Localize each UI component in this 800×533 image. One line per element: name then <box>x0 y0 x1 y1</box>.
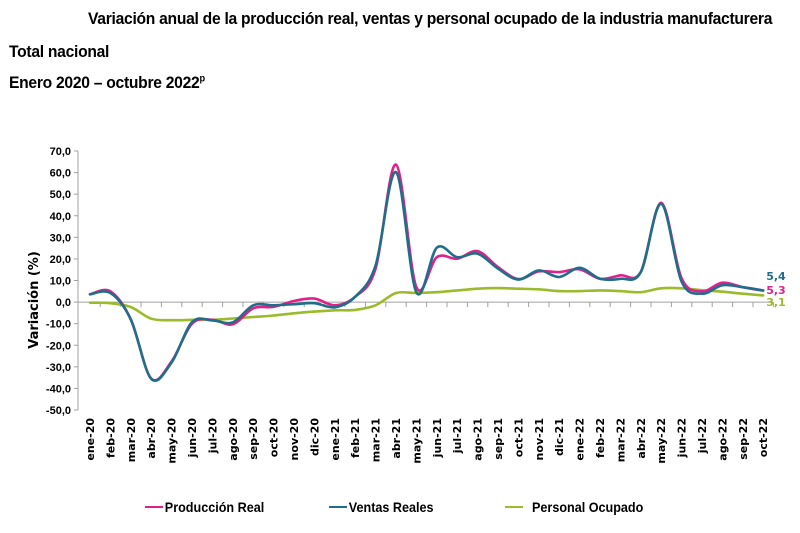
x-tick-label: may-20 <box>166 418 179 464</box>
y-tick-label: 70,0 <box>50 146 71 158</box>
y-tick-label: 30,0 <box>50 232 71 244</box>
x-tick-label: sep-21 <box>492 418 505 460</box>
y-axis-title: Variación (%) <box>27 251 42 349</box>
legend-item-produccion-real: Producción Real <box>145 499 264 515</box>
x-tick-label: may-22 <box>655 418 668 464</box>
series-lines <box>88 163 765 382</box>
x-tick-label: jun-22 <box>676 418 689 458</box>
x-tick-label: ene-22 <box>574 418 587 461</box>
x-tick-label: mar-22 <box>614 418 627 462</box>
end-value-label: 5,3 <box>766 284 786 297</box>
chart-title: Variación anual de la producción real, v… <box>88 9 773 28</box>
series-line-ventas-reales <box>88 170 765 382</box>
x-tick-label: mar-21 <box>370 418 383 462</box>
x-tick-label: ago-20 <box>227 418 240 461</box>
x-tick-label: oct-20 <box>268 418 281 458</box>
legend: Producción Real Ventas Reales Personal O… <box>0 499 800 521</box>
legend-label: Ventas Reales <box>348 499 434 515</box>
x-tick-label: jun-21 <box>431 418 444 458</box>
y-axis: 70,0 60,0 50,0 40,0 30,0 20,0 10,0 0,0 -10,0 -20,… <box>46 146 79 417</box>
y-tick-label: -50,0 <box>46 405 71 417</box>
y-tick-label: 20,0 <box>50 254 71 266</box>
y-tick-label: -40,0 <box>46 383 71 395</box>
legend-label: Personal Ocupado <box>532 499 644 515</box>
legend-item-personal-ocupado: Personal Ocupado <box>505 499 643 515</box>
x-tick-label: jul-21 <box>451 418 464 454</box>
x-tick-label: oct-22 <box>757 418 770 457</box>
x-tick-label: ago-21 <box>472 418 485 461</box>
period-text: Enero 2020 – octubre 2022 <box>9 73 200 92</box>
x-tick-label: nov-21 <box>533 418 546 460</box>
y-tick-label: -20,0 <box>46 340 71 352</box>
x-tick-label: abr-21 <box>390 418 403 459</box>
x-tick-label: oct-21 <box>512 418 525 457</box>
y-tick-label: -30,0 <box>46 362 71 374</box>
x-tick-label: ago-22 <box>716 418 729 461</box>
x-tick-label: feb-22 <box>594 418 607 458</box>
end-value-label: 3,1 <box>766 296 786 309</box>
y-tick-label: 40,0 <box>50 211 71 223</box>
y-tick-label: 60,0 <box>50 168 71 180</box>
preliminary-marker: p <box>199 73 205 85</box>
chart-subtitle-period: Enero 2020 – octubre 2022p <box>9 73 205 93</box>
x-tick-label: abr-22 <box>635 418 648 459</box>
legend-swatch-produccion-real <box>145 506 163 508</box>
legend-label: Producción Real <box>164 499 265 515</box>
x-tick-label: sep-20 <box>247 418 260 460</box>
x-axis: ene-20 feb-20 mar-20 abr-20 may-20 jun-20 jul-… <box>78 301 774 464</box>
x-tick-label: ene-21 <box>329 418 342 461</box>
x-tick-label: jul-22 <box>696 418 709 454</box>
x-tick-label: mar-20 <box>125 418 138 463</box>
x-tick-label: jun-20 <box>186 418 199 459</box>
y-tick-label: 0,0 <box>56 297 71 309</box>
legend-item-ventas-reales: Ventas Reales <box>329 499 434 515</box>
x-tick-label: feb-21 <box>349 418 362 458</box>
x-tick-label: abr-20 <box>145 418 158 459</box>
x-tick-label: ene-20 <box>84 418 97 461</box>
end-labels: 5,45,33,1 <box>766 270 786 309</box>
y-tick-label: 10,0 <box>50 276 71 288</box>
x-tick-label: jul-20 <box>206 418 219 455</box>
x-tick-label: dic-21 <box>553 418 566 456</box>
legend-swatch-ventas-reales <box>329 506 347 508</box>
end-value-label: 5,4 <box>766 270 786 283</box>
x-tick-label: feb-20 <box>104 418 117 458</box>
x-tick-label: dic-20 <box>308 418 321 456</box>
x-tick-label: nov-20 <box>288 418 301 461</box>
x-tick-label: may-21 <box>410 418 423 464</box>
y-tick-label: -10,0 <box>46 319 71 331</box>
x-tick-label: sep-22 <box>737 418 750 460</box>
y-tick-label: 50,0 <box>50 189 71 201</box>
chart-subtitle-region: Total nacional <box>9 42 110 61</box>
legend-swatch-personal-ocupado <box>505 506 523 508</box>
